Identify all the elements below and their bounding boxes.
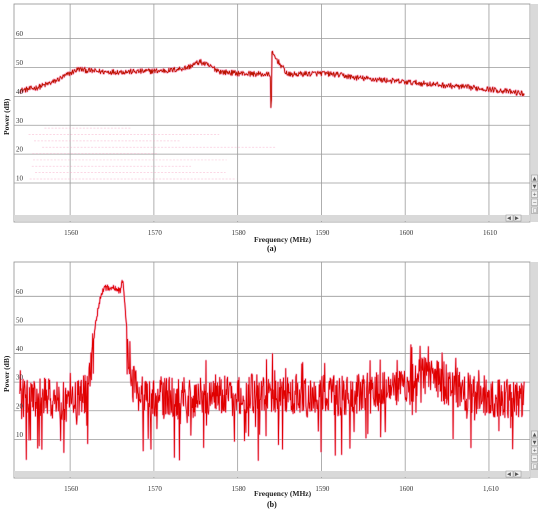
x-tick-label: 1600 [399, 485, 414, 493]
scroll-down-icon: ▼ [533, 184, 537, 190]
y-tick-label: 50 [16, 59, 24, 67]
x-tick-label: 1610 [483, 229, 498, 237]
panel-caption: (a) [267, 244, 277, 253]
y-axis-label: Power (dB) [2, 98, 11, 135]
scroll-up-icon: ▲ [533, 176, 537, 182]
spectrum-trace [19, 280, 525, 461]
scroll-down-button[interactable] [531, 438, 538, 446]
x-tick-label: 1560 [64, 485, 79, 493]
x-tick-label: 1,610 [483, 485, 499, 493]
y-tick-label: 40 [16, 345, 24, 353]
y-tick-label: 30 [16, 117, 24, 125]
zoom-in-icon: + [533, 448, 537, 454]
x-tick-label: 1590 [315, 229, 330, 237]
y-tick-label: 50 [16, 316, 24, 324]
zoom-reset-button[interactable] [531, 206, 538, 214]
scroll-right-button[interactable] [513, 470, 522, 478]
x-tick-label: 1590 [315, 485, 330, 493]
y-tick-label: 10 [16, 175, 24, 183]
scroll-down-icon: ▼ [533, 440, 537, 446]
x-tick-label: 1580 [232, 485, 247, 493]
chart-panel-a: 10 20 30 40 50 60 1560 1570 1580 1590 1600 1610 Freq… [2, 3, 538, 253]
scroll-left-icon: ◀ [507, 472, 511, 478]
y-tick-label: 20 [16, 146, 24, 154]
zoom-in-icon: + [533, 192, 537, 198]
y-tick-label: 20 [16, 402, 24, 410]
x-tick-label: 1580 [232, 229, 247, 237]
scroll-left-button[interactable] [505, 214, 514, 222]
zoom-out-icon: − [533, 456, 537, 462]
zoom-reset-icon: □ [533, 464, 538, 470]
zoom-out-button[interactable] [531, 454, 538, 462]
x-tick-label: 1600 [399, 229, 414, 237]
scroll-right-icon: ▶ [515, 472, 519, 478]
horizontal-scrollbar[interactable] [14, 471, 530, 477]
y-tick-label: 60 [16, 30, 24, 38]
vertical-scrollbar[interactable] [531, 262, 538, 478]
scroll-right-button[interactable] [513, 214, 522, 222]
y-tick-label: 30 [16, 374, 24, 382]
zoom-in-button[interactable] [531, 446, 538, 454]
zoom-out-icon: − [533, 200, 537, 206]
x-tick-label: 1570 [148, 485, 163, 493]
panel-caption: (b) [267, 500, 277, 509]
scroll-right-icon: ▶ [515, 216, 519, 222]
x-tick-label: 1570 [148, 229, 163, 237]
vertical-scrollbar[interactable] [531, 4, 538, 222]
y-tick-label: 40 [16, 88, 24, 96]
scroll-up-button[interactable] [531, 174, 538, 182]
x-tick-label: 1560 [64, 229, 79, 237]
chart-panel-b: 10 20 30 40 50 60 1560 1570 1580 1590 1600 1,610 Fre… [2, 261, 538, 509]
scroll-left-icon: ◀ [507, 216, 511, 222]
scroll-up-icon: ▲ [533, 432, 537, 438]
zoom-reset-icon: □ [533, 208, 538, 214]
x-axis-label: Frequency (MHz) [254, 489, 312, 498]
y-tick-label: 10 [16, 431, 24, 439]
spectrum-trace-core [19, 50, 525, 108]
y-axis-label: Power (dB) [2, 355, 11, 392]
horizontal-scrollbar[interactable] [14, 215, 530, 221]
scroll-left-button[interactable] [505, 470, 514, 478]
zoom-out-button[interactable] [531, 198, 538, 206]
x-axis-label: Frequency (MHz) [254, 235, 312, 244]
zoom-in-button[interactable] [531, 190, 538, 198]
scroll-down-button[interactable] [531, 182, 538, 190]
y-tick-label: 60 [16, 288, 24, 296]
plot-area [13, 3, 531, 223]
zoom-reset-button[interactable] [531, 462, 538, 470]
scroll-up-button[interactable] [531, 430, 538, 438]
